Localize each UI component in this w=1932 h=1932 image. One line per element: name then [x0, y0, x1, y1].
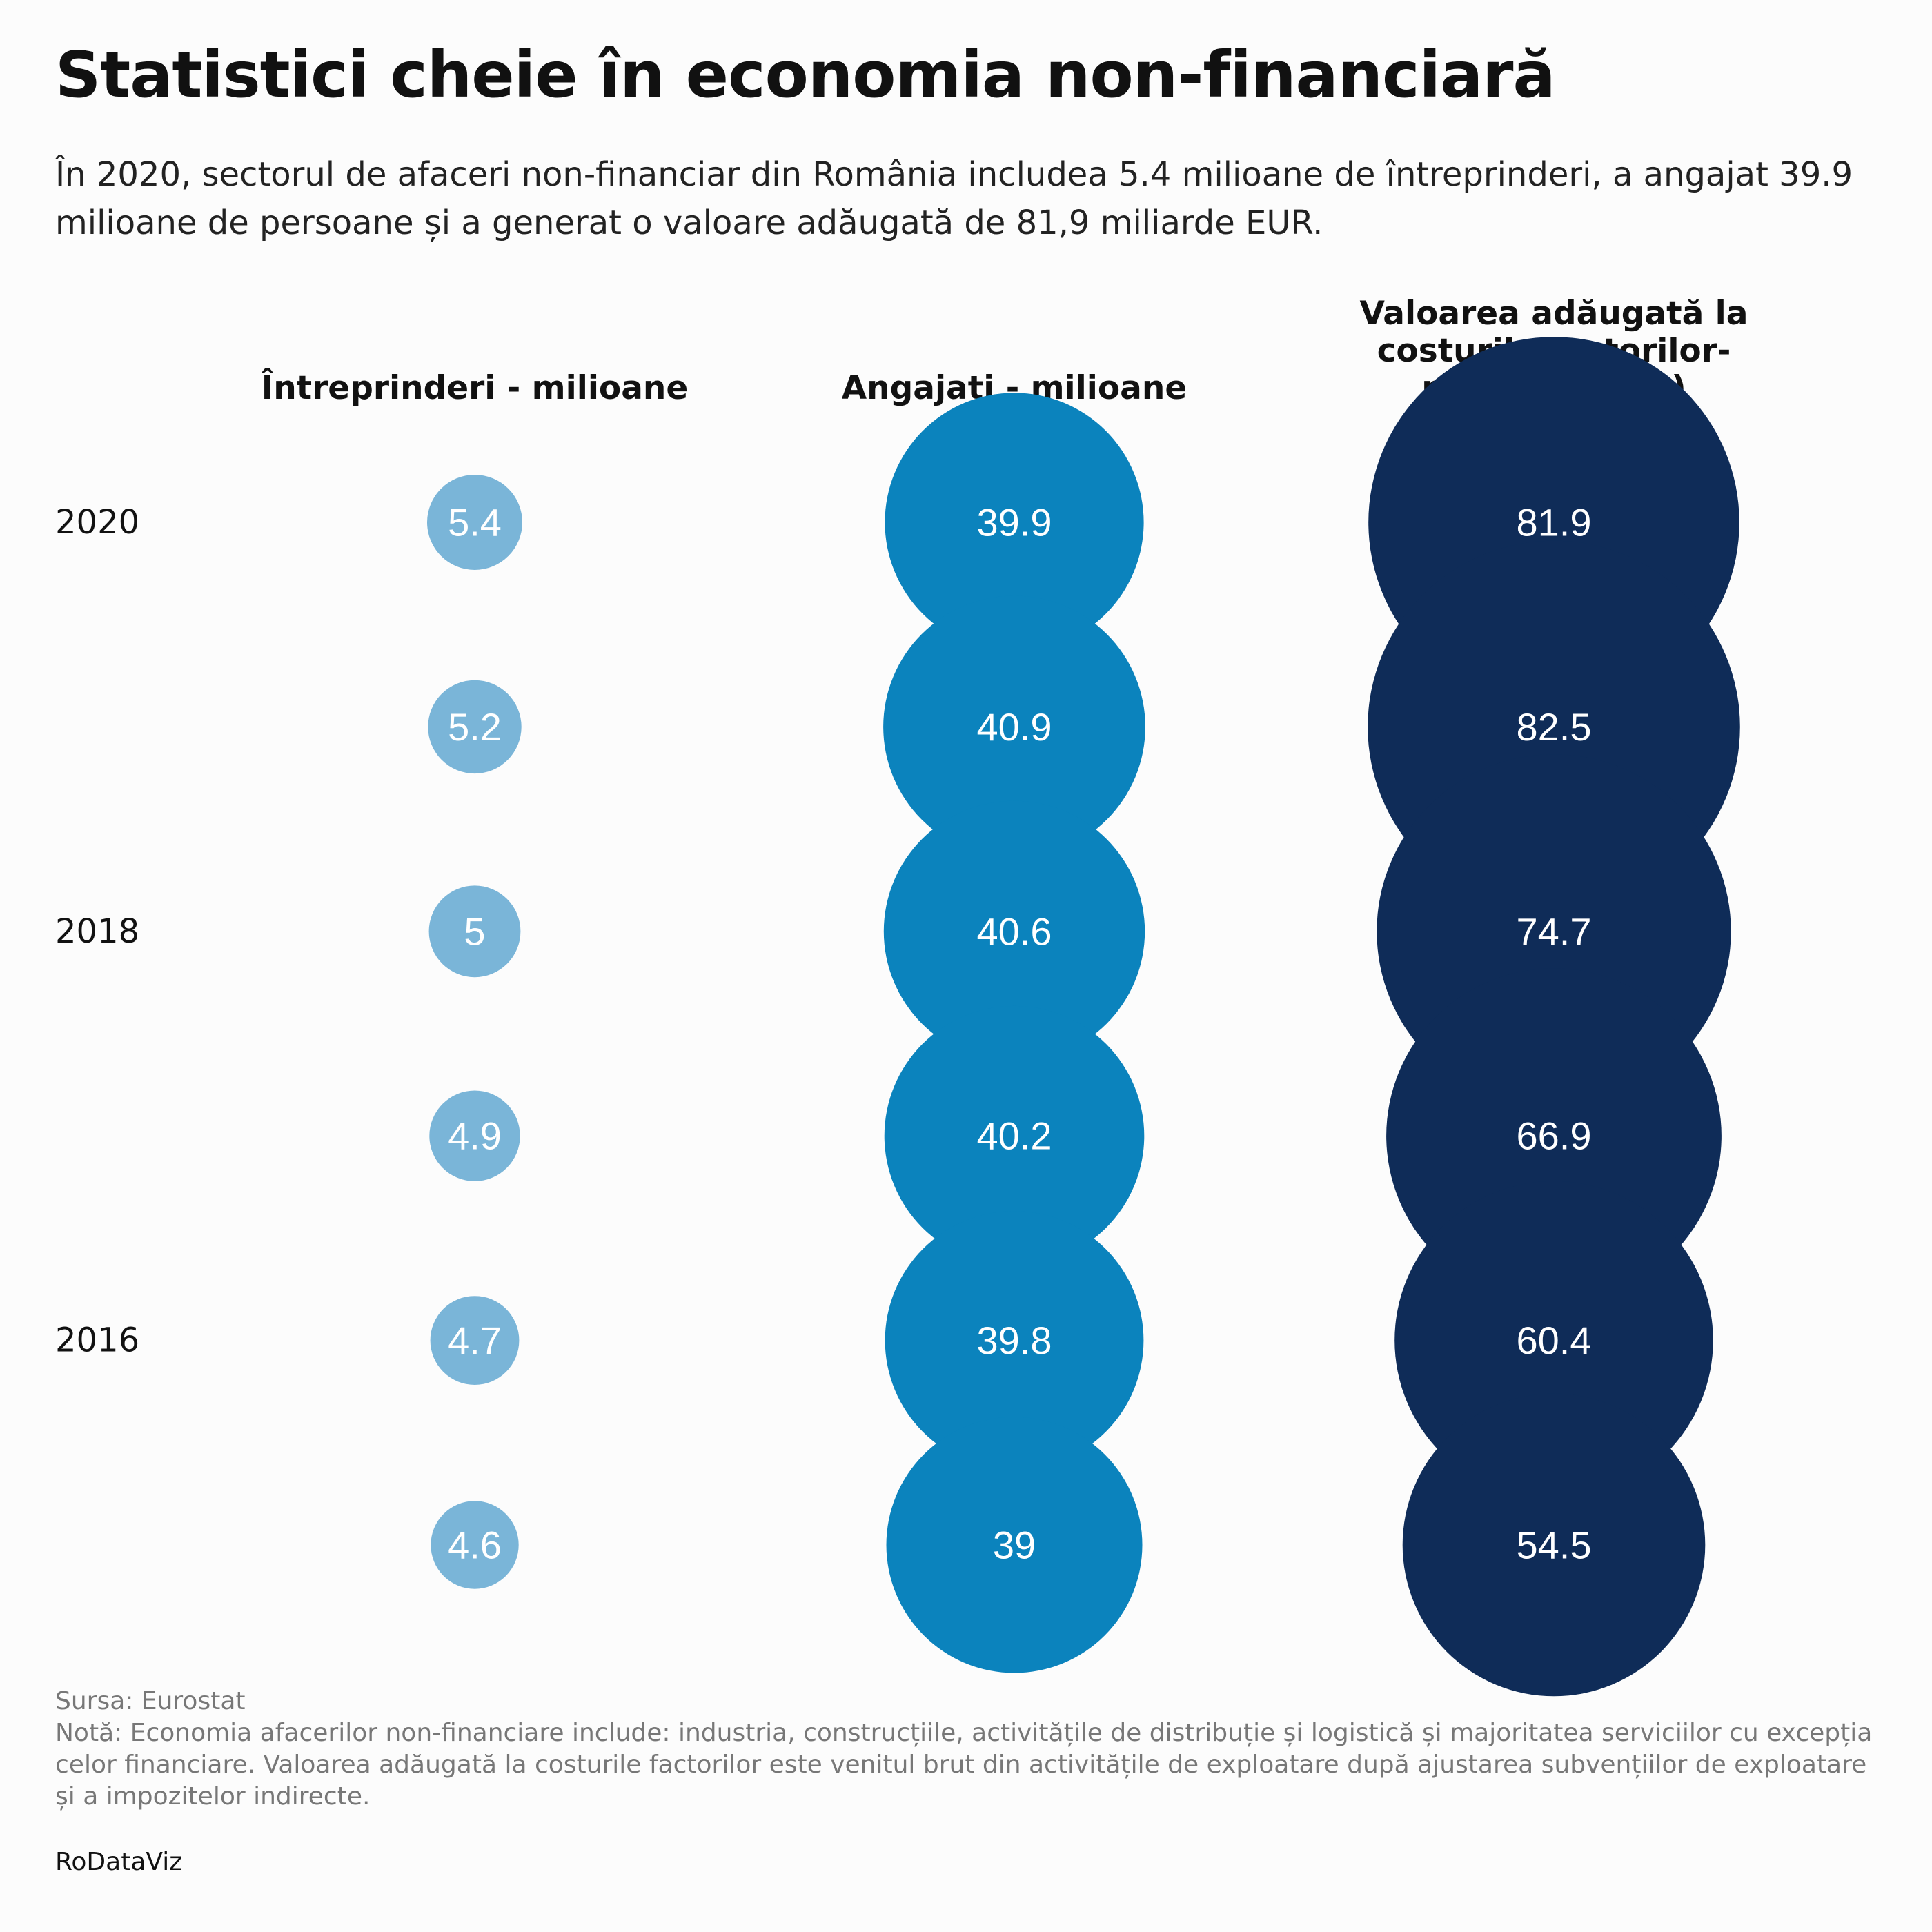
value-label-col2-row2: 40.9 [977, 705, 1052, 749]
bubble-col2-row2 [883, 595, 1145, 858]
value-label-col2-row4: 40.2 [977, 1114, 1052, 1158]
row-label-2016: 2016 [55, 1321, 139, 1360]
bubble-col2-row4 [884, 1005, 1145, 1266]
value-label-col3-row4: 66.9 [1517, 1114, 1592, 1158]
bubble-col1-row4 [429, 1090, 520, 1181]
bubble-col2-row3 [883, 800, 1145, 1063]
value-label-col3-row2: 82.5 [1517, 705, 1592, 749]
brand-label: RoDataViz [55, 1848, 183, 1876]
value-label-col3-row6: 54.5 [1517, 1524, 1592, 1567]
row-label-2018: 2018 [55, 912, 139, 951]
value-label-col3-row3: 74.7 [1517, 909, 1592, 953]
column-header-3: Valoarea adăugată la [1359, 295, 1748, 333]
value-label-col1-row1: 5.4 [448, 501, 502, 544]
row-label-2020: 2020 [55, 503, 139, 542]
source-note: Sursa: Eurostat [55, 1687, 246, 1715]
value-label-col2-row5: 39.8 [977, 1319, 1052, 1362]
bubble-col1-row3 [428, 885, 521, 978]
value-label-col3-row5: 60.4 [1517, 1319, 1592, 1362]
bubble-col1-row2 [428, 680, 522, 774]
bubble-col2-row6 [886, 1417, 1143, 1673]
value-label-col1-row4: 4.9 [448, 1114, 502, 1158]
value-label-col1-row5: 4.7 [448, 1319, 502, 1362]
bubble-col3-row6 [1402, 1393, 1706, 1697]
value-label-col2-row3: 40.6 [977, 909, 1052, 953]
value-label-col1-row3: 5 [464, 909, 485, 953]
column-header-1: Întreprinderi - milioane [262, 369, 689, 407]
bubble-col1-row5 [430, 1296, 520, 1385]
bubble-col2-row5 [885, 1211, 1144, 1470]
bubble-col1-row1 [427, 475, 522, 570]
page-title: Statistici cheie în economia non-financi… [55, 38, 1556, 112]
value-label-col1-row6: 4.6 [448, 1524, 502, 1567]
value-label-col1-row2: 5.2 [448, 705, 502, 749]
bubble-col1-row6 [431, 1501, 519, 1589]
value-label-col2-row1: 39.9 [977, 501, 1052, 544]
footnote: Notă: Economia afacerilor non-financiare… [55, 1719, 1873, 1811]
value-label-col2-row6: 39 [993, 1524, 1036, 1567]
bubble-col2-row1 [885, 393, 1144, 652]
page-subtitle: În 2020, sectorul de afaceri non-financi… [55, 155, 1853, 242]
value-label-col3-row1: 81.9 [1517, 501, 1592, 544]
